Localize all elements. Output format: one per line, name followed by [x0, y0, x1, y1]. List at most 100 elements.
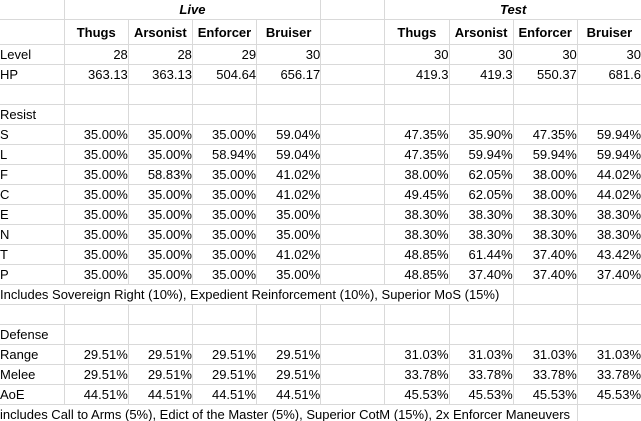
cell[interactable]: 656.17: [256, 64, 322, 85]
cell[interactable]: [577, 324, 641, 345]
cell[interactable]: [0, 304, 65, 325]
cell[interactable]: 41.02%: [256, 184, 322, 205]
cell[interactable]: 30: [577, 44, 641, 65]
cell[interactable]: 38.30%: [449, 224, 514, 245]
cell[interactable]: 59.94%: [449, 144, 514, 165]
cell[interactable]: [0, 0, 65, 20]
cell[interactable]: 29: [192, 44, 258, 65]
cell[interactable]: 45.53%: [449, 384, 514, 405]
cell[interactable]: [320, 304, 386, 325]
cell[interactable]: 44.51%: [128, 384, 193, 405]
cell[interactable]: [128, 304, 193, 325]
cell[interactable]: 30: [513, 44, 578, 65]
cell[interactable]: 550.37: [513, 64, 578, 85]
cell[interactable]: 35.00%: [128, 264, 193, 285]
cell[interactable]: 33.78%: [577, 364, 641, 385]
cell[interactable]: [384, 104, 450, 125]
cell[interactable]: 30: [449, 44, 514, 65]
cell[interactable]: [449, 104, 514, 125]
cell[interactable]: 35.00%: [64, 124, 129, 145]
cell[interactable]: [577, 404, 641, 421]
resist-note[interactable]: Includes Sovereign Right (10%), Expedien…: [0, 284, 514, 305]
cell[interactable]: [192, 324, 258, 345]
cell[interactable]: 29.51%: [64, 344, 129, 365]
cell[interactable]: [513, 84, 578, 105]
cell[interactable]: [128, 104, 193, 125]
row-label[interactable]: HP: [0, 64, 65, 85]
cell[interactable]: [320, 84, 386, 105]
cell[interactable]: [320, 204, 386, 225]
cell[interactable]: 58.83%: [128, 164, 193, 185]
cell[interactable]: 49.45%: [384, 184, 450, 205]
cell[interactable]: [577, 284, 641, 305]
cell[interactable]: [320, 0, 386, 20]
cell[interactable]: 35.00%: [64, 264, 129, 285]
row-label[interactable]: AoE: [0, 384, 65, 405]
cell[interactable]: [320, 344, 386, 365]
cell[interactable]: 62.05%: [449, 184, 514, 205]
row-label[interactable]: F: [0, 164, 65, 185]
cell[interactable]: 43.42%: [577, 244, 641, 265]
cell[interactable]: 35.00%: [192, 184, 258, 205]
cell[interactable]: [64, 324, 129, 345]
cell[interactable]: 48.85%: [384, 264, 450, 285]
col-header-test-thugs[interactable]: Thugs: [384, 19, 450, 45]
cell[interactable]: 30: [384, 44, 450, 65]
cell[interactable]: 45.53%: [513, 384, 578, 405]
cell[interactable]: 44.51%: [64, 384, 129, 405]
resist-section-label[interactable]: Resist: [0, 104, 65, 125]
cell[interactable]: 29.51%: [128, 364, 193, 385]
cell[interactable]: [64, 104, 129, 125]
cell[interactable]: 30: [256, 44, 322, 65]
cell[interactable]: 48.85%: [384, 244, 450, 265]
cell[interactable]: 31.03%: [577, 344, 641, 365]
live-group-header[interactable]: Live: [64, 0, 322, 20]
cell[interactable]: 31.03%: [449, 344, 514, 365]
cell[interactable]: [320, 184, 386, 205]
cell[interactable]: 35.90%: [449, 124, 514, 145]
test-group-header[interactable]: Test: [384, 0, 641, 20]
col-header-live-bruiser[interactable]: Bruiser: [256, 19, 322, 45]
cell[interactable]: 37.40%: [577, 264, 641, 285]
row-label[interactable]: Range: [0, 344, 65, 365]
cell[interactable]: [256, 104, 322, 125]
cell[interactable]: [192, 84, 258, 105]
cell[interactable]: 38.00%: [384, 164, 450, 185]
cell[interactable]: 44.02%: [577, 164, 641, 185]
cell[interactable]: 59.94%: [577, 124, 641, 145]
defense-note[interactable]: includes Call to Arms (5%), Edict of the…: [0, 404, 578, 421]
cell[interactable]: 29.51%: [192, 364, 258, 385]
col-header-live-thugs[interactable]: Thugs: [64, 19, 129, 45]
row-label[interactable]: S: [0, 124, 65, 145]
cell[interactable]: [513, 284, 578, 305]
cell[interactable]: 38.30%: [384, 224, 450, 245]
cell[interactable]: 35.00%: [192, 244, 258, 265]
col-header-live-arsonist[interactable]: Arsonist: [128, 19, 193, 45]
cell[interactable]: 35.00%: [128, 144, 193, 165]
cell[interactable]: 29.51%: [192, 344, 258, 365]
row-label[interactable]: Level: [0, 44, 65, 65]
cell[interactable]: 38.00%: [513, 164, 578, 185]
cell[interactable]: [320, 144, 386, 165]
cell[interactable]: [384, 84, 450, 105]
cell[interactable]: 363.13: [128, 64, 193, 85]
cell[interactable]: 35.00%: [128, 224, 193, 245]
cell[interactable]: [320, 64, 386, 85]
cell[interactable]: 35.00%: [64, 244, 129, 265]
cell[interactable]: 59.04%: [256, 124, 322, 145]
cell[interactable]: 59.04%: [256, 144, 322, 165]
cell[interactable]: 62.05%: [449, 164, 514, 185]
cell[interactable]: 38.30%: [449, 204, 514, 225]
cell[interactable]: [513, 104, 578, 125]
cell[interactable]: 33.78%: [449, 364, 514, 385]
cell[interactable]: 47.35%: [384, 144, 450, 165]
cell[interactable]: [320, 19, 386, 45]
col-header-test-arsonist[interactable]: Arsonist: [449, 19, 514, 45]
cell[interactable]: 41.02%: [256, 244, 322, 265]
cell[interactable]: 38.30%: [577, 224, 641, 245]
cell[interactable]: [320, 244, 386, 265]
cell[interactable]: 35.00%: [64, 224, 129, 245]
cell[interactable]: [384, 304, 450, 325]
row-label[interactable]: Melee: [0, 364, 65, 385]
cell[interactable]: 35.00%: [128, 124, 193, 145]
